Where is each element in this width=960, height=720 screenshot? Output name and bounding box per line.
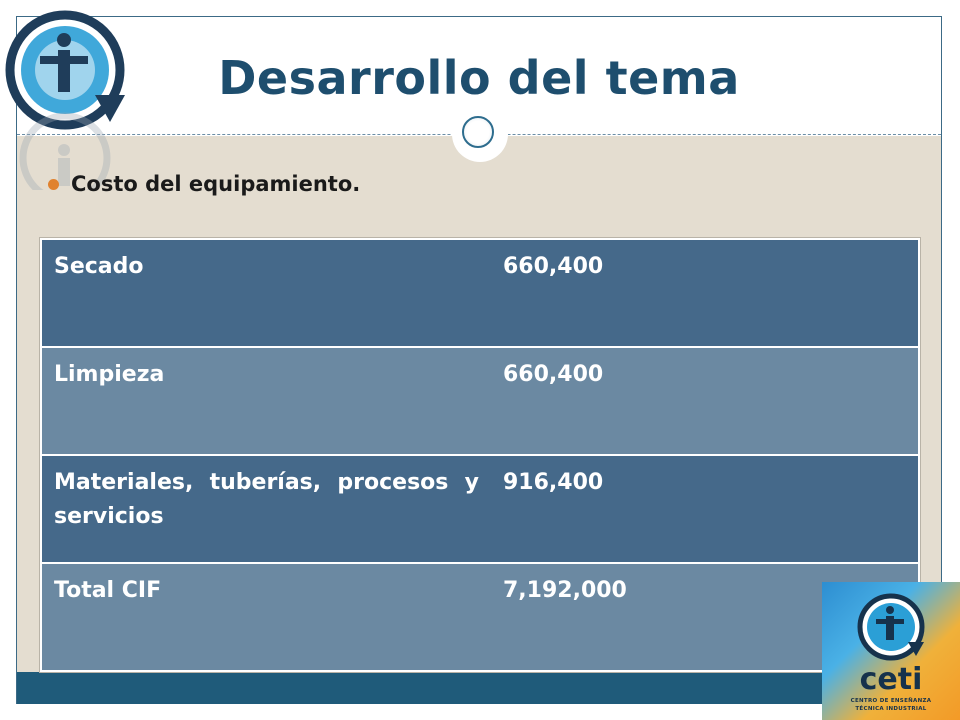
bullet-item: Costo del equipamiento. bbox=[48, 172, 360, 196]
row-label: Materiales, tuberías, procesos y servici… bbox=[41, 454, 491, 563]
table-row: Secado 660,400 bbox=[41, 239, 919, 347]
divider-circle-icon bbox=[452, 106, 508, 162]
logo-text: ceti bbox=[859, 662, 923, 697]
cost-table: Secado 660,400 Limpieza 660,400 Material… bbox=[40, 238, 920, 672]
row-label: Limpieza bbox=[41, 346, 491, 455]
row-value: 660,400 bbox=[491, 239, 919, 347]
bullet-icon bbox=[48, 178, 59, 190]
footer-bar bbox=[17, 672, 941, 704]
table-row: Limpieza 660,400 bbox=[41, 346, 919, 455]
logo-subtitle-line2: TÉCNICA INDUSTRIAL bbox=[855, 706, 927, 712]
table-row: Total CIF 7,192,000 bbox=[41, 562, 919, 671]
row-value: 916,400 bbox=[491, 454, 919, 563]
table-row: Materiales, tuberías, procesos y servici… bbox=[41, 454, 919, 563]
logo-subtitle-line1: CENTRO DE ENSEÑANZA bbox=[850, 698, 932, 704]
row-value: 660,400 bbox=[491, 346, 919, 455]
row-label: Secado bbox=[41, 239, 491, 347]
ceti-logo-icon bbox=[5, 10, 125, 190]
slide-title: Desarrollo del tema bbox=[218, 51, 740, 105]
bullet-text: Costo del equipamiento. bbox=[71, 172, 361, 196]
row-label: Total CIF bbox=[41, 562, 491, 671]
ceti-emblem-icon bbox=[857, 593, 925, 661]
ceti-badge-logo: ceti CENTRO DE ENSEÑANZA TÉCNICA INDUSTR… bbox=[822, 582, 960, 720]
